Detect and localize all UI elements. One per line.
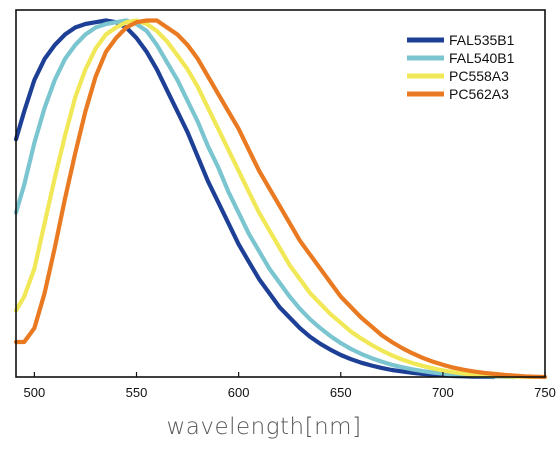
series-line-2 xyxy=(13,18,537,380)
x-axis-title: wavelength[nm] xyxy=(166,414,361,440)
x-tick-label-2: 600 xyxy=(228,385,250,400)
series-layer xyxy=(13,18,548,380)
x-tick-label-0: 500 xyxy=(24,385,46,400)
x-tick-label-1: 550 xyxy=(126,385,148,400)
x-tick-label-4: 700 xyxy=(432,385,454,400)
series-line-0 xyxy=(13,18,496,380)
series-line-1 xyxy=(13,18,517,380)
x-tick-label-3: 650 xyxy=(330,385,352,400)
plot-frame xyxy=(15,9,546,378)
series-line-3 xyxy=(13,18,548,380)
legend-label-0: FAL535B1 xyxy=(449,32,515,48)
x-axis-ticks: 500 550 600 650 700 750 xyxy=(24,372,556,400)
legend-label-3: PC562A3 xyxy=(449,86,509,102)
legend-label-1: FAL540B1 xyxy=(449,50,515,66)
legend: FAL535B1 FAL540B1 PC558A3 PC562A3 xyxy=(407,32,515,102)
x-tick-label-5: 750 xyxy=(534,385,556,400)
legend-label-2: PC558A3 xyxy=(449,68,509,84)
